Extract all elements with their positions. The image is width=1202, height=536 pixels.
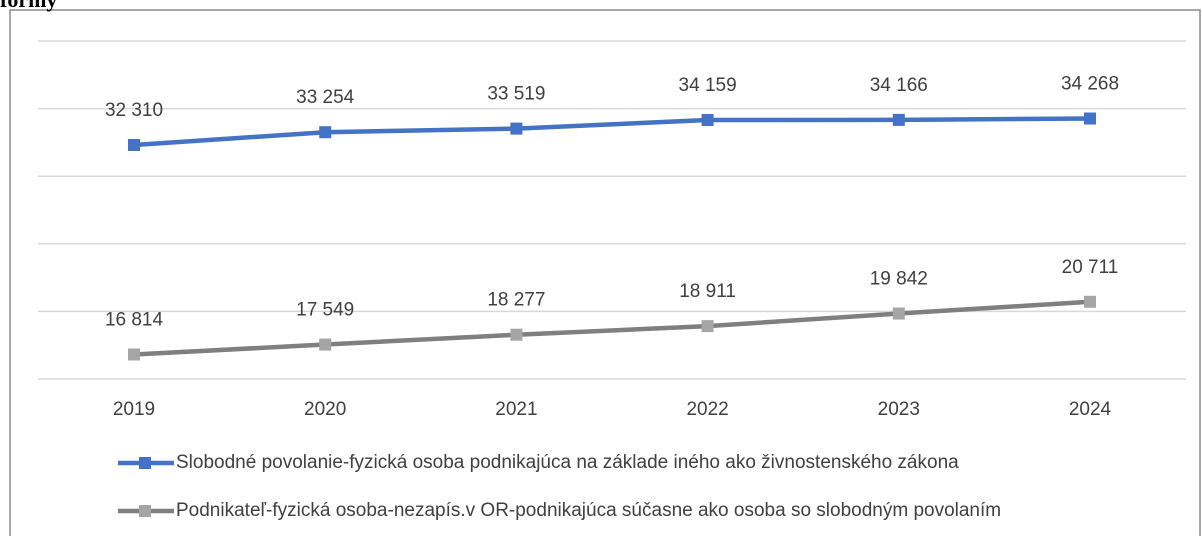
data-label: 18 911 [679, 281, 736, 302]
legend-marker [139, 505, 151, 517]
data-point [1084, 112, 1096, 125]
data-label: 34 159 [679, 75, 737, 96]
legend-marker [139, 457, 151, 469]
data-point [892, 113, 905, 126]
data-point [892, 307, 905, 320]
data-point [510, 328, 523, 341]
legend-label: Podnikateľ-fyzická osoba-nezapís.v OR-po… [176, 500, 1001, 521]
data-point [128, 348, 140, 361]
data-point [510, 122, 523, 135]
x-tick-label: 2024 [1069, 399, 1112, 420]
x-tick-label: 2023 [878, 399, 920, 420]
data-label: 34 268 [1061, 74, 1119, 95]
data-point [128, 138, 140, 151]
data-label: 17 549 [296, 300, 354, 321]
data-label: 33 254 [296, 87, 355, 108]
data-point [701, 320, 714, 333]
data-label: 18 277 [487, 290, 545, 311]
x-tick-label: 2022 [686, 399, 728, 420]
data-label: 33 519 [487, 84, 545, 105]
data-point [701, 113, 714, 126]
data-point [1084, 295, 1096, 308]
x-tick-label: 2021 [495, 399, 537, 420]
data-point [319, 126, 332, 139]
data-label: 20 711 [1062, 257, 1119, 278]
data-label: 16 814 [105, 309, 164, 330]
data-label: 19 842 [870, 269, 928, 290]
x-tick-label: 2020 [304, 399, 346, 420]
data-point [319, 338, 332, 351]
legend-label: Slobodné povolanie-fyzická osoba podnika… [176, 452, 959, 473]
data-label: 34 166 [870, 75, 928, 96]
chart-border [9, 9, 1201, 536]
x-tick-label: 2019 [113, 399, 155, 420]
data-label: 32 310 [105, 100, 163, 121]
series-line [133, 116, 1091, 148]
chart-title: formy [0, 0, 57, 12]
series-line [133, 299, 1091, 357]
